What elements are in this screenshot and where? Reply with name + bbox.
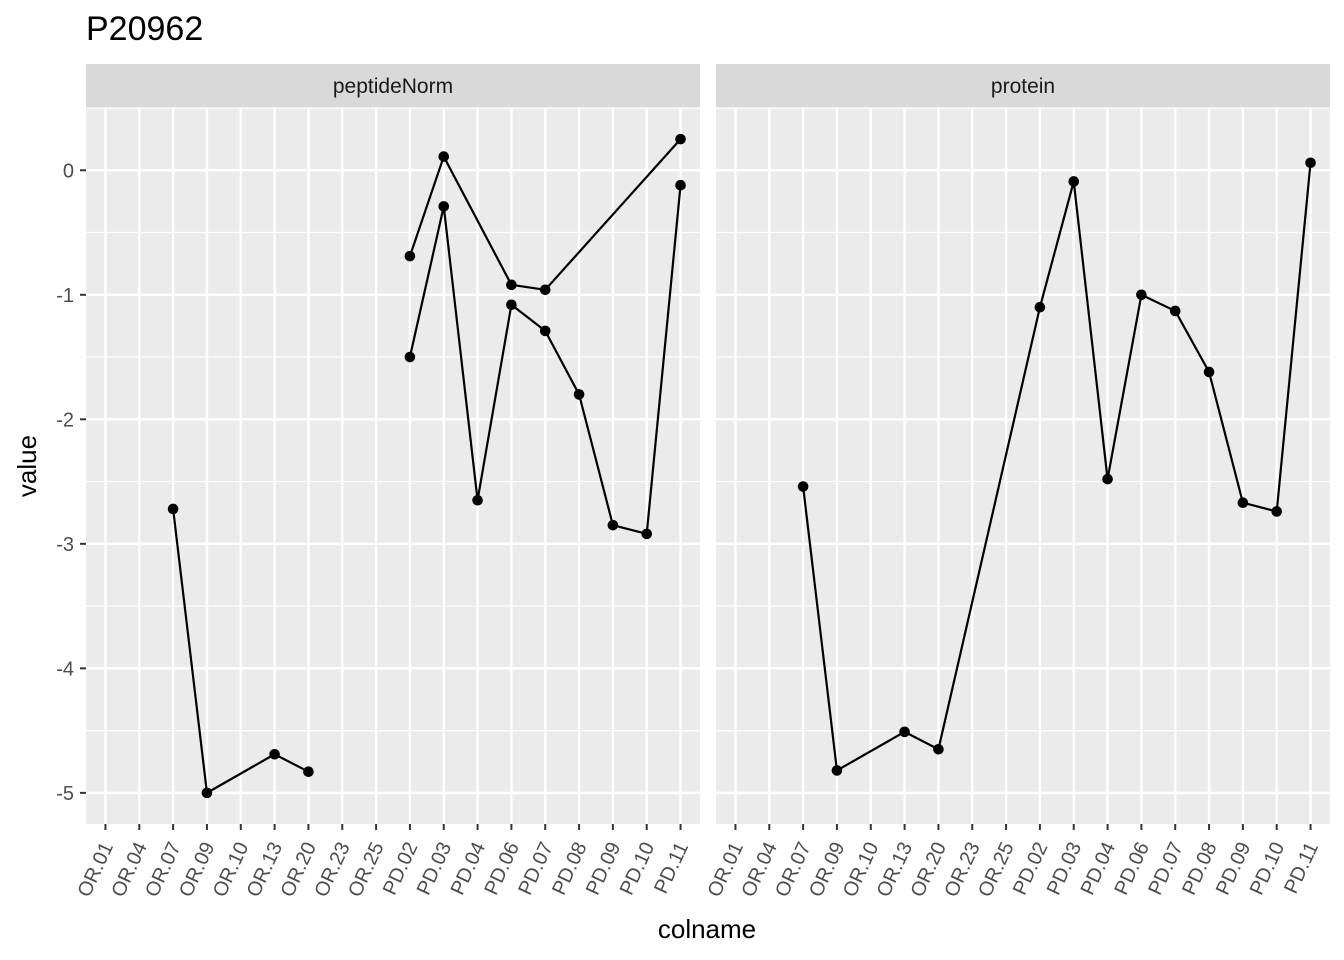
data-point [506,299,517,311]
data-point [1305,157,1316,169]
y-tick-label: -3 [56,534,74,556]
facet-panel-protein: proteinOR.01OR.04OR.07OR.09OR.10OR.13OR.… [704,64,1330,901]
data-point [675,179,686,191]
data-point [201,787,213,799]
data-point [1169,305,1181,317]
facet-strip [86,64,700,108]
data-point [1068,176,1080,187]
data-point [607,519,619,531]
data-point [899,726,910,738]
facet-strip-label: protein [991,75,1055,98]
data-point [269,748,280,760]
panel-background [716,108,1330,824]
data-point [1102,473,1113,485]
data-point [438,201,450,212]
y-tick-label: -2 [56,409,74,431]
data-point [1034,301,1046,313]
facet-strip-label: peptideNorm [333,75,453,98]
data-point [1271,506,1283,517]
data-point [539,284,551,296]
data-point [404,351,416,363]
data-point [831,765,843,776]
y-tick-label: -1 [56,285,74,307]
x-axis-title: colname [658,914,756,944]
data-point [1136,289,1147,301]
facet-panel-peptideNorm: peptideNormOR.01OR.04OR.07OR.09OR.10OR.1… [74,64,700,901]
data-point [303,766,314,778]
y-tick-label: -5 [56,783,74,805]
data-point [675,133,686,145]
y-axis-title: value [12,435,42,497]
data-point [539,325,551,337]
data-point [1237,497,1249,509]
facet-strip [716,64,1330,108]
data-point [933,743,944,755]
data-point [438,151,450,162]
data-point [167,503,179,515]
data-point [472,494,483,506]
series-line [172,508,309,794]
y-tick-label: -4 [56,658,74,680]
data-point [404,250,416,262]
y-tick-label: 0 [63,160,74,182]
data-point [1203,366,1215,378]
chart-title: P20962 [86,10,203,48]
panels: 0 -1 -2 -3 -4 -5peptideNormOR.01OR.04OR.07OR.… [56,64,1330,901]
data-point [573,389,585,400]
data-point [797,481,809,492]
data-point [641,528,653,540]
panel-background [86,108,700,824]
data-point [506,279,517,291]
